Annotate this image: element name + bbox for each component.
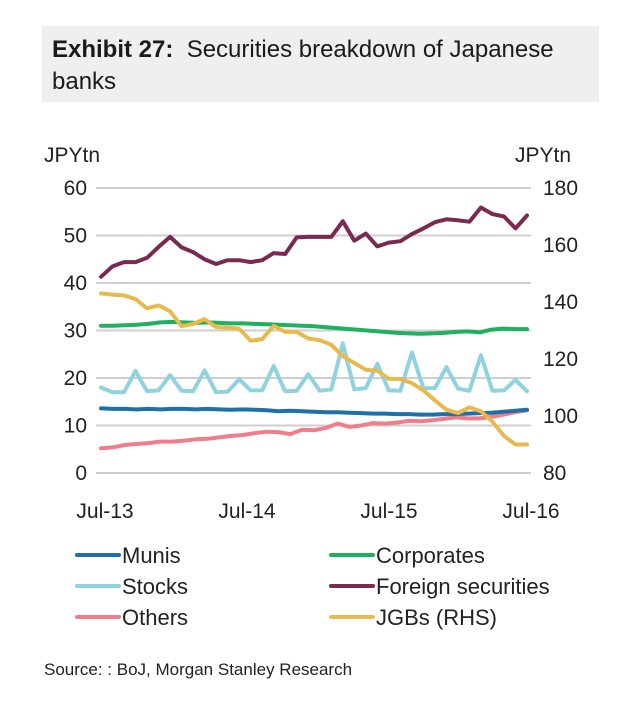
legend-item: Stocks: [75, 574, 188, 599]
y-left-tick-label: 40: [64, 272, 87, 295]
y-right-tick-label: 80: [543, 462, 566, 485]
y-left-tick-label: 60: [64, 177, 87, 200]
title-text: Securities breakdown of Japanese banks: [52, 36, 554, 95]
chart-title: Exhibit 27: Securities breakdown of Japa…: [52, 34, 592, 98]
x-ticks: Jul-13 Jul-14 Jul-15 Jul-16: [76, 500, 559, 523]
legend-item: Munis: [75, 543, 181, 568]
legend-item: Corporates: [329, 543, 485, 568]
y-left-ticks: 0 10 20 30 40 50 60: [64, 177, 87, 485]
y-left-tick-label: 0: [75, 462, 87, 485]
y-right-tick-label: 100: [543, 405, 578, 428]
series-line-corporates: [99, 319, 529, 336]
y-right-label: JPYtn: [515, 144, 571, 167]
y-left-tick-label: 20: [64, 367, 87, 390]
y-right-tick-label: 180: [543, 177, 578, 200]
legend-label: Foreign securities: [376, 574, 550, 599]
chart: JPYtn JPYtn 0 10 20 30 40 50 60 80 100 120 140 160…: [44, 144, 578, 630]
y-right-tick-label: 120: [543, 348, 578, 371]
legend-item: Others: [75, 605, 188, 630]
legend-item: Foreign securities: [329, 574, 550, 599]
x-tick-label: Jul-13: [76, 500, 133, 523]
legend-label: Others: [122, 605, 188, 630]
y-left-tick-label: 10: [64, 415, 87, 438]
exhibit-label: Exhibit 27:: [52, 36, 174, 63]
x-tick-label: Jul-14: [218, 500, 276, 523]
legend-label: Corporates: [376, 543, 485, 568]
legend-label: Munis: [122, 543, 181, 568]
series-line-others: [99, 408, 529, 451]
series-line-stocks: [99, 341, 529, 395]
source-note: Source: : BoJ, Morgan Stanley Research: [44, 660, 353, 679]
y-left-tick-label: 50: [64, 225, 87, 248]
legend-item: JGBs (RHS): [329, 605, 497, 630]
series-line-jgbs-rhs: [99, 291, 529, 447]
y-right-ticks: 80 100 120 140 160 180: [543, 177, 578, 485]
y-right-tick-label: 160: [543, 234, 578, 257]
title-box: Exhibit 27: Securities breakdown of Japa…: [42, 26, 599, 102]
series-line-foreign-securities: [99, 205, 529, 279]
legend-label: JGBs (RHS): [376, 605, 497, 630]
y-left-tick-label: 30: [64, 320, 87, 343]
y-left-label: JPYtn: [44, 144, 100, 167]
x-tick-label: Jul-15: [360, 500, 417, 523]
series-lines: [99, 205, 529, 451]
legend-label: Stocks: [122, 574, 188, 599]
y-right-tick-label: 140: [543, 291, 578, 314]
x-tick-label: Jul-16: [502, 500, 559, 523]
legend: Munis Stocks Others Corporates Foreign secur…: [75, 543, 550, 630]
